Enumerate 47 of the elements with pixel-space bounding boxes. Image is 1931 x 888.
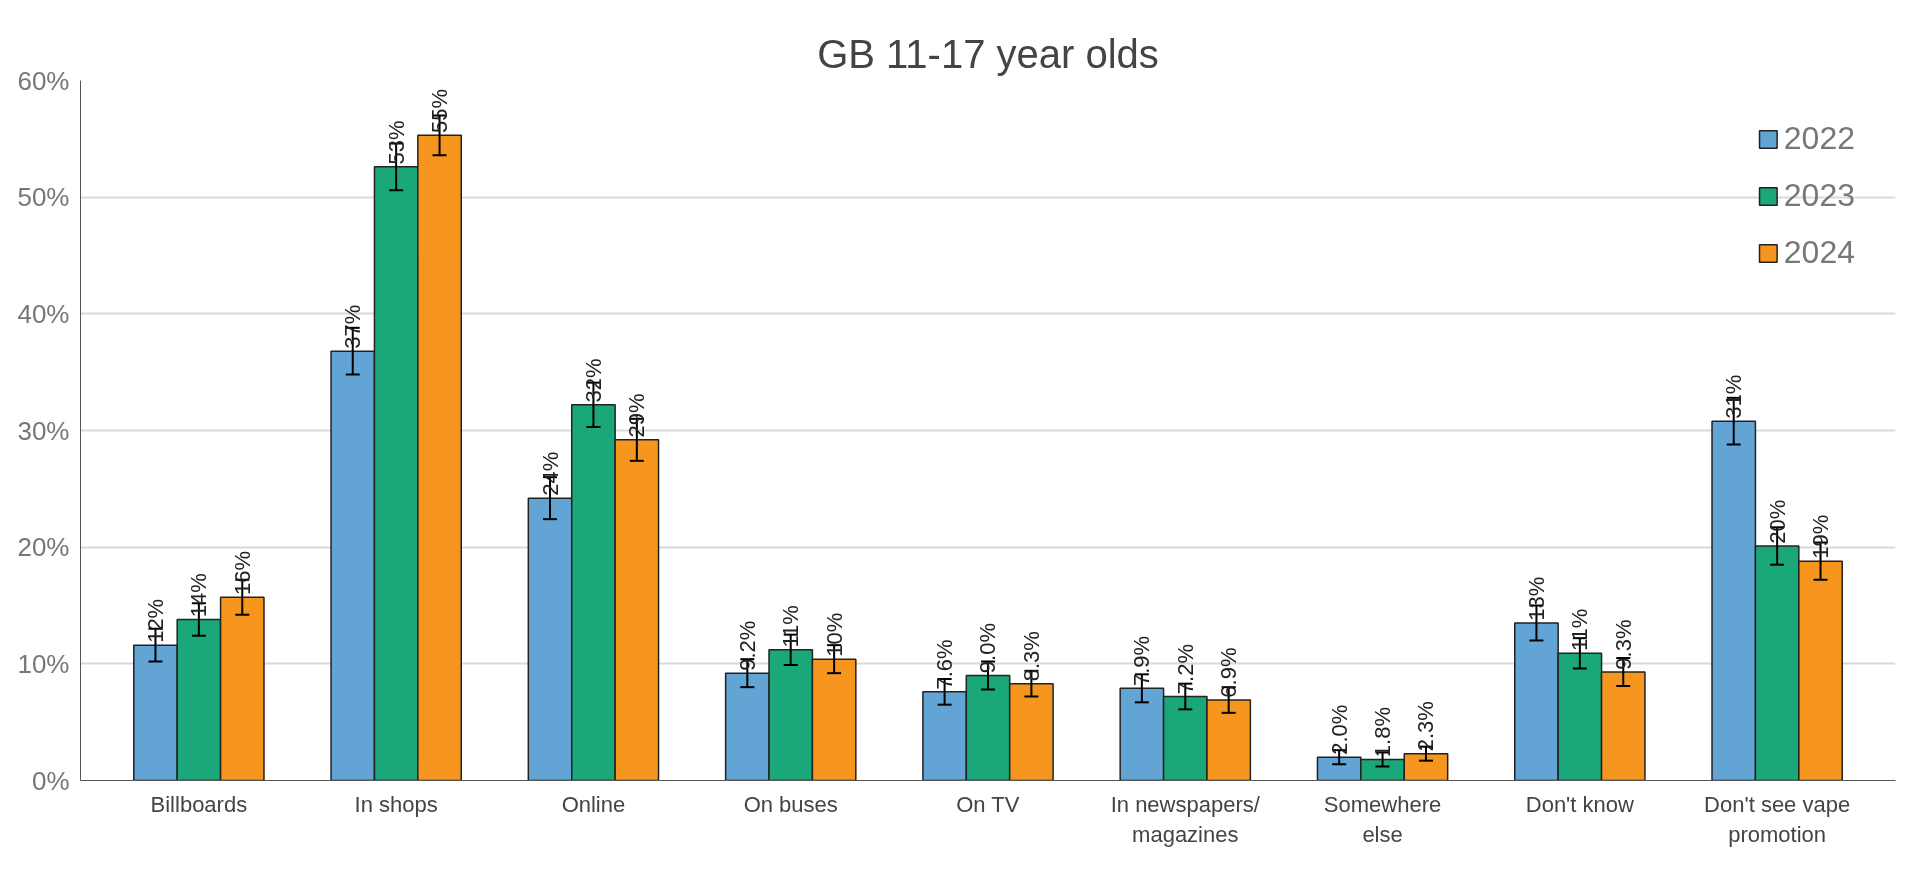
x-tick-label: Online <box>561 791 626 817</box>
y-tick-label: 50% <box>17 182 70 213</box>
y-tick-label: 30% <box>17 415 70 446</box>
x-tick-label: In shops <box>354 791 438 817</box>
x-tick-label: Billboards <box>150 791 248 817</box>
x-tick-label: Don't know <box>1525 791 1635 817</box>
data-label: 20% <box>1764 499 1790 544</box>
data-label: 6.9% <box>1216 647 1242 698</box>
data-label: 55% <box>427 88 453 133</box>
data-label: 12% <box>142 598 168 643</box>
data-label: 53% <box>383 120 409 165</box>
data-label: 16% <box>229 550 255 595</box>
y-tick-label: 10% <box>17 648 70 679</box>
x-tick-label: On TV <box>956 791 1020 817</box>
y-tick-label: 60% <box>17 65 70 96</box>
legend-label: 2022 <box>1783 120 1855 157</box>
data-label: 32% <box>580 358 606 403</box>
data-label: 8.3% <box>1018 631 1044 682</box>
x-tick-label: Somewhere else <box>1323 791 1442 847</box>
y-tick-label: 0% <box>31 765 70 796</box>
x-tick-label: In newspapers/ magazines <box>1110 791 1261 847</box>
x-tick-label: On buses <box>743 791 838 817</box>
data-label: 37% <box>340 304 366 349</box>
data-label: 9.2% <box>734 620 760 671</box>
data-label: 11% <box>1567 608 1593 651</box>
data-label: 7.9% <box>1129 635 1155 686</box>
chart-title: GB 11-17 year olds <box>817 31 1159 76</box>
data-label: 2.0% <box>1326 704 1352 755</box>
data-label: 11% <box>778 605 804 648</box>
data-label: 19% <box>1808 514 1834 559</box>
data-label: 9.0% <box>975 623 1001 674</box>
x-tick-label: Don't see vape promotion <box>1704 791 1851 847</box>
data-label: 1.8% <box>1370 707 1396 758</box>
data-label: 29% <box>624 393 650 438</box>
y-tick-label: 40% <box>17 298 70 329</box>
legend-label: 2024 <box>1783 234 1855 271</box>
data-label: 24% <box>537 451 563 496</box>
data-label: 7.6% <box>932 639 958 690</box>
data-label: 10% <box>821 612 847 657</box>
data-label: 7.2% <box>1172 644 1198 695</box>
data-label: 9.3% <box>1610 619 1636 670</box>
data-label: 31% <box>1721 374 1747 419</box>
legend-label: 2023 <box>1783 177 1855 214</box>
data-label: 14% <box>186 573 212 618</box>
y-tick-label: 20% <box>17 532 70 563</box>
data-label: 2.3% <box>1413 701 1439 752</box>
data-label: 13% <box>1523 576 1549 621</box>
